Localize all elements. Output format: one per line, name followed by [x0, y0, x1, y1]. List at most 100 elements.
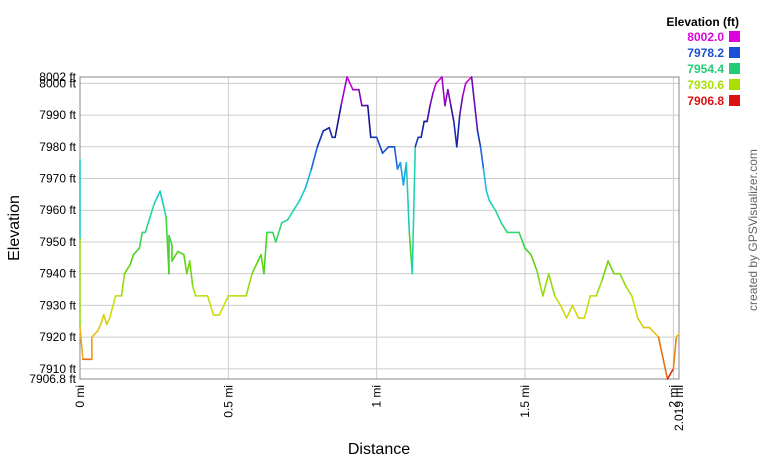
elevation-segment — [105, 317, 111, 326]
elevation-segment — [159, 190, 164, 205]
plot-area — [79, 76, 680, 380]
legend-label: 7954.4 — [687, 62, 724, 76]
elevation-segment — [316, 130, 325, 148]
elevation-segment — [411, 145, 417, 275]
elevation-segment — [393, 145, 399, 170]
y-tick-label: 7930 ft — [39, 298, 76, 312]
x-tick-label: 0 mi — [73, 385, 87, 408]
elevation-segment — [547, 272, 556, 297]
legend-swatch — [729, 95, 740, 106]
elevation-segment — [346, 76, 354, 91]
elevation-segment — [426, 104, 431, 123]
elevation-segment — [435, 76, 443, 85]
elevation-segment — [619, 272, 627, 288]
elevation-segment — [132, 247, 141, 256]
y-tick-label: 8002 ft — [39, 70, 76, 84]
elevation-segment — [183, 253, 188, 275]
elevation-segment — [188, 260, 194, 288]
elevation-segment — [675, 333, 680, 338]
legend-swatch — [729, 79, 740, 90]
elevation-segment — [108, 295, 117, 319]
elevation-segment — [414, 136, 420, 148]
legend-label: 7906.8 — [687, 94, 724, 108]
elevation-segment — [120, 272, 126, 297]
elevation-segment — [420, 120, 425, 139]
elevation-segment — [129, 253, 135, 265]
elevation-segment — [275, 222, 283, 243]
elevation-segment — [648, 326, 660, 338]
x-tick-label: 0.5 mi — [221, 385, 235, 418]
elevation-profile-line — [79, 76, 680, 380]
elevation-segment — [607, 260, 615, 275]
elevation-segment — [251, 260, 259, 275]
y-tick-label: 7920 ft — [39, 330, 76, 344]
elevation-segment — [375, 136, 384, 154]
legend-label: 7978.2 — [687, 46, 724, 60]
x-tick-label: 1 mi — [370, 385, 384, 408]
grid-lines — [80, 76, 679, 380]
elevation-segment — [530, 253, 538, 272]
elevation-segment — [99, 314, 105, 326]
elevation-segment — [298, 187, 307, 202]
elevation-segment — [340, 76, 348, 107]
elevation-segment — [358, 88, 363, 107]
legend-swatch — [729, 63, 740, 74]
elevation-segment — [500, 222, 509, 234]
legend-swatch — [729, 31, 740, 42]
elevation-segment — [162, 203, 167, 218]
elevation-segment — [565, 304, 574, 319]
elevation-segment — [79, 326, 84, 361]
elevation-segment — [494, 209, 503, 224]
y-tick-label: 7950 ft — [39, 235, 76, 249]
elevation-segment — [595, 279, 603, 297]
elevation-segment — [482, 168, 488, 193]
y-tick-label: 7990 ft — [39, 108, 76, 122]
elevation-segment — [455, 114, 461, 148]
elevation-segment — [441, 76, 446, 107]
elevation-segment — [123, 263, 132, 275]
elevation-segment — [536, 269, 541, 284]
legend-label: 7930.6 — [687, 78, 724, 92]
elevation-segment — [245, 272, 253, 297]
elevation-segment — [559, 304, 568, 319]
y-tick-label: 8000 ft — [39, 76, 76, 90]
elevation-segment — [272, 231, 277, 243]
elevation-segment — [91, 329, 99, 338]
elevation-segment — [470, 76, 479, 132]
elevation-segment — [479, 145, 485, 170]
x-tick-label: 2.019 mi — [672, 385, 686, 431]
elevation-segment — [625, 285, 633, 297]
elevation-segment — [553, 295, 562, 307]
elevation-segment — [453, 120, 458, 148]
elevation-segment — [432, 82, 437, 94]
legend-swatch — [729, 47, 740, 58]
elevation-segment — [444, 88, 449, 107]
y-tick-label: 7960 ft — [39, 203, 76, 217]
elevation-segment — [322, 126, 331, 132]
y-tick-label: 7910 ft — [39, 362, 76, 376]
elevation-segment — [524, 247, 532, 256]
legend-label: 8002.0 — [687, 30, 724, 44]
elevation-legend: Elevation (ft) 8002.0 7978.2 7954.4 7930.6 7… — [666, 15, 740, 108]
elevation-segment — [583, 295, 592, 319]
elevation-segment — [447, 88, 452, 107]
elevation-segment — [304, 168, 313, 189]
y-tick-label: 7906.8 ft — [29, 372, 76, 386]
elevation-segment — [488, 199, 497, 212]
elevation-segment — [666, 368, 675, 380]
elevation-segment — [144, 222, 150, 234]
elevation-segment — [334, 104, 342, 139]
elevation-segment — [657, 336, 669, 380]
elevation-segment — [138, 231, 144, 250]
elevation-segment — [381, 145, 390, 154]
elevation-segment — [631, 295, 639, 319]
elevation-segment — [458, 95, 464, 116]
elevation-segment — [366, 104, 372, 139]
elevation-segment — [461, 82, 467, 97]
elevation-segment — [191, 285, 197, 297]
elevation-segment — [102, 314, 108, 326]
elevation-segment — [147, 203, 155, 224]
elevation-segment — [485, 190, 491, 202]
